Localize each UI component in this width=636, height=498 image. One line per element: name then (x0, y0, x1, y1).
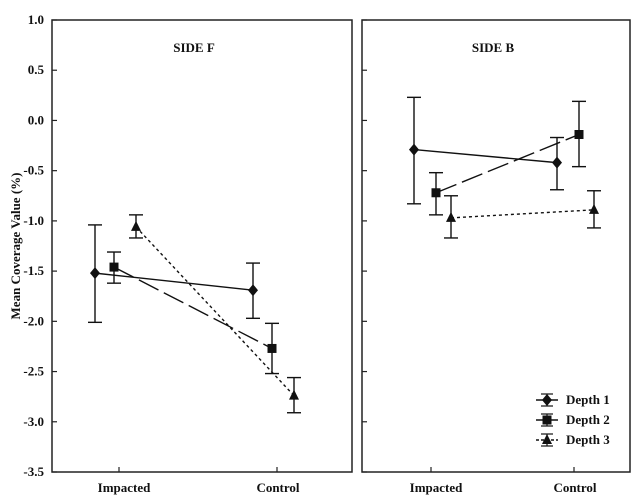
data-point (131, 220, 141, 231)
series-depth-1 (88, 224, 260, 324)
panels: SIDE F Impacted Control SIDE B Impacted Contr… (51, 19, 631, 495)
y-tick-label: -3.5 (23, 464, 44, 479)
data-point (289, 389, 299, 400)
y-tick-label: 1.0 (28, 12, 44, 27)
legend-item-depth-1: Depth 1 (536, 392, 610, 407)
y-tick-label: 0.5 (28, 62, 45, 77)
y-tick-label: -2.5 (23, 364, 44, 379)
legend-label: Depth 3 (566, 432, 610, 447)
series-depth-2 (429, 100, 586, 216)
panel-frame (51, 19, 353, 473)
legend-item-depth-3: Depth 3 (536, 432, 610, 447)
y-axis-ticks: 1.0 0.5 0.0 -0.5 -1.0 -1.5 -2.0 -2.5 -3.0 -3.5 (23, 12, 44, 479)
y-axis-label: Mean Coverage Value (%) (8, 173, 23, 320)
x-tick-label: Control (256, 480, 299, 495)
y-tick-label: -1.0 (23, 213, 44, 228)
data-point (267, 343, 277, 353)
y-tick-label: 0.0 (28, 112, 44, 127)
series-depth-3 (129, 214, 301, 414)
data-point (446, 211, 456, 222)
series-depth-3 (444, 190, 601, 239)
legend: Depth 1 Depth 2 Depth 3 (536, 392, 610, 447)
panel-title: SIDE B (472, 40, 515, 55)
y-tick-label: -1.5 (23, 263, 44, 278)
data-point (589, 203, 599, 214)
legend-item-depth-2: Depth 2 (536, 412, 610, 427)
data-point (552, 156, 562, 169)
series-depth-1 (407, 96, 564, 205)
series-line (435, 133, 580, 194)
series-line (135, 226, 295, 397)
data-point (90, 267, 100, 280)
series-line (413, 148, 558, 164)
data-point (109, 262, 119, 272)
panel-frame (361, 19, 631, 473)
series-depth-2 (107, 251, 279, 375)
series-line (113, 266, 273, 350)
legend-label: Depth 2 (566, 412, 610, 427)
data-point (248, 284, 258, 297)
data-point (409, 143, 419, 156)
x-tick-label: Impacted (98, 480, 151, 495)
y-tick-label: -3.0 (23, 414, 44, 429)
panel-side-f: SIDE F Impacted Control (51, 19, 353, 495)
series-line (94, 272, 254, 291)
y-tick-label: -2.0 (23, 313, 44, 328)
data-point (431, 188, 441, 198)
legend-marker (542, 394, 552, 406)
data-point (574, 130, 584, 140)
x-tick-label: Impacted (410, 480, 463, 495)
series-line (450, 209, 595, 219)
legend-marker (542, 434, 552, 444)
x-tick-label: Control (553, 480, 596, 495)
panel-title: SIDE F (173, 40, 215, 55)
legend-label: Depth 1 (566, 392, 610, 407)
panel-side-b: SIDE B Impacted Control (361, 19, 631, 495)
y-tick-label: -0.5 (23, 163, 44, 178)
legend-marker (542, 415, 552, 425)
